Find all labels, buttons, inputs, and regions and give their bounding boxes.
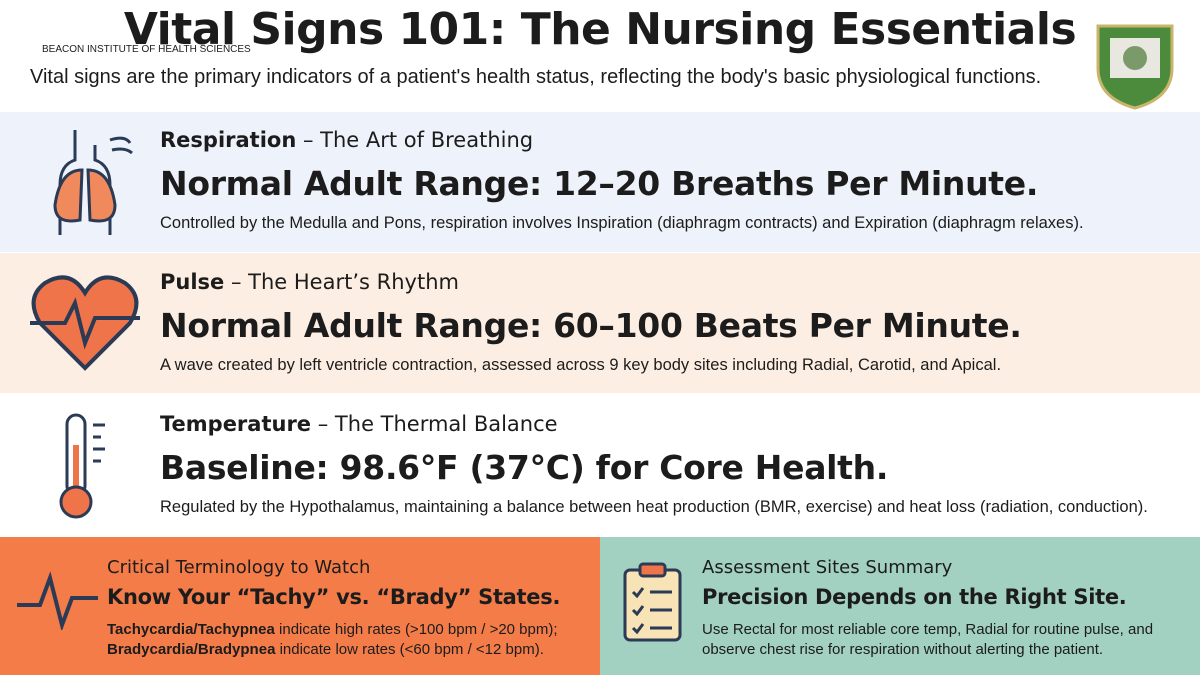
description-line: Bradycardia/Bradypnea indicate low rates…	[107, 640, 587, 660]
description-line: Use Rectal for most reliable core temp, …	[702, 621, 1153, 658]
title: Vital Signs 101: The Nursing Essentials	[123, 4, 1077, 55]
section-description: Regulated by the Hypothalamus, maintaini…	[160, 498, 1148, 516]
section-gap	[296, 128, 303, 152]
term: Tachycardia/Tachypnea	[107, 621, 275, 638]
card-headline: Know Your “Tachy” vs. “Brady” States.	[107, 585, 561, 609]
section-heading: Temperature – The Thermal Balance	[160, 412, 558, 436]
lungs-icon	[53, 130, 133, 235]
description-line: Tachycardia/Tachypnea indicate high rate…	[107, 620, 587, 640]
section-name: Temperature	[160, 412, 312, 436]
card-headline: Precision Depends on the Right Site.	[702, 585, 1127, 609]
section-headline: Baseline: 98.6°F (37°C) for Core Health.	[160, 448, 889, 487]
section-heading: Pulse – The Heart’s Rhythm	[160, 270, 459, 294]
section-name: Pulse	[160, 270, 225, 294]
institute: BEACON INSTITUTE OF HEALTH SCIENCES	[42, 44, 251, 55]
temperature-band	[0, 395, 1200, 535]
section-tagline: – The Heart’s Rhythm	[230, 270, 459, 294]
section-description: A wave created by left ventricle contrac…	[160, 356, 1002, 374]
section-tagline: – The Art of Breathing	[302, 128, 534, 152]
section-gap	[311, 412, 318, 436]
pulse-band	[0, 253, 1200, 393]
term-text: Use Rectal for most reliable core temp, …	[702, 621, 1154, 658]
logo	[1096, 24, 1174, 110]
section-heading: Respiration – The Art of Breathing	[160, 128, 533, 152]
ecg-icon	[17, 571, 98, 630]
respiration-band	[0, 112, 1200, 252]
card-kicker: Assessment Sites Summary	[702, 557, 953, 578]
thermometer-icon	[59, 413, 105, 519]
term: Bradycardia/Bradypnea	[107, 641, 276, 658]
term-text: indicate high rates (>100 bpm / >20 bpm)…	[274, 621, 558, 638]
section-tagline: – The Thermal Balance	[317, 412, 558, 436]
card-kicker: Critical Terminology to Watch	[107, 557, 371, 578]
section-name: Respiration	[160, 128, 297, 152]
heart-icon	[30, 275, 140, 371]
assessment-card	[600, 537, 1200, 675]
section-description: Controlled by the Medulla and Pons, resp…	[160, 214, 1084, 232]
section-gap	[224, 270, 231, 294]
section-headline: Normal Adult Range: 12–20 Breaths Per Mi…	[160, 164, 1039, 203]
subtitle: Vital signs are the primary indicators o…	[30, 66, 1042, 88]
terminology-card	[0, 537, 600, 675]
card-description: Tachycardia/Tachypnea indicate high rate…	[107, 620, 587, 660]
section-headline: Normal Adult Range: 60–100 Beats Per Min…	[160, 306, 1022, 345]
card-description: Use Rectal for most reliable core temp, …	[702, 620, 1177, 660]
term-text: indicate low rates (<60 bpm / <12 bpm).	[275, 641, 544, 658]
clipboard-icon	[623, 562, 682, 642]
